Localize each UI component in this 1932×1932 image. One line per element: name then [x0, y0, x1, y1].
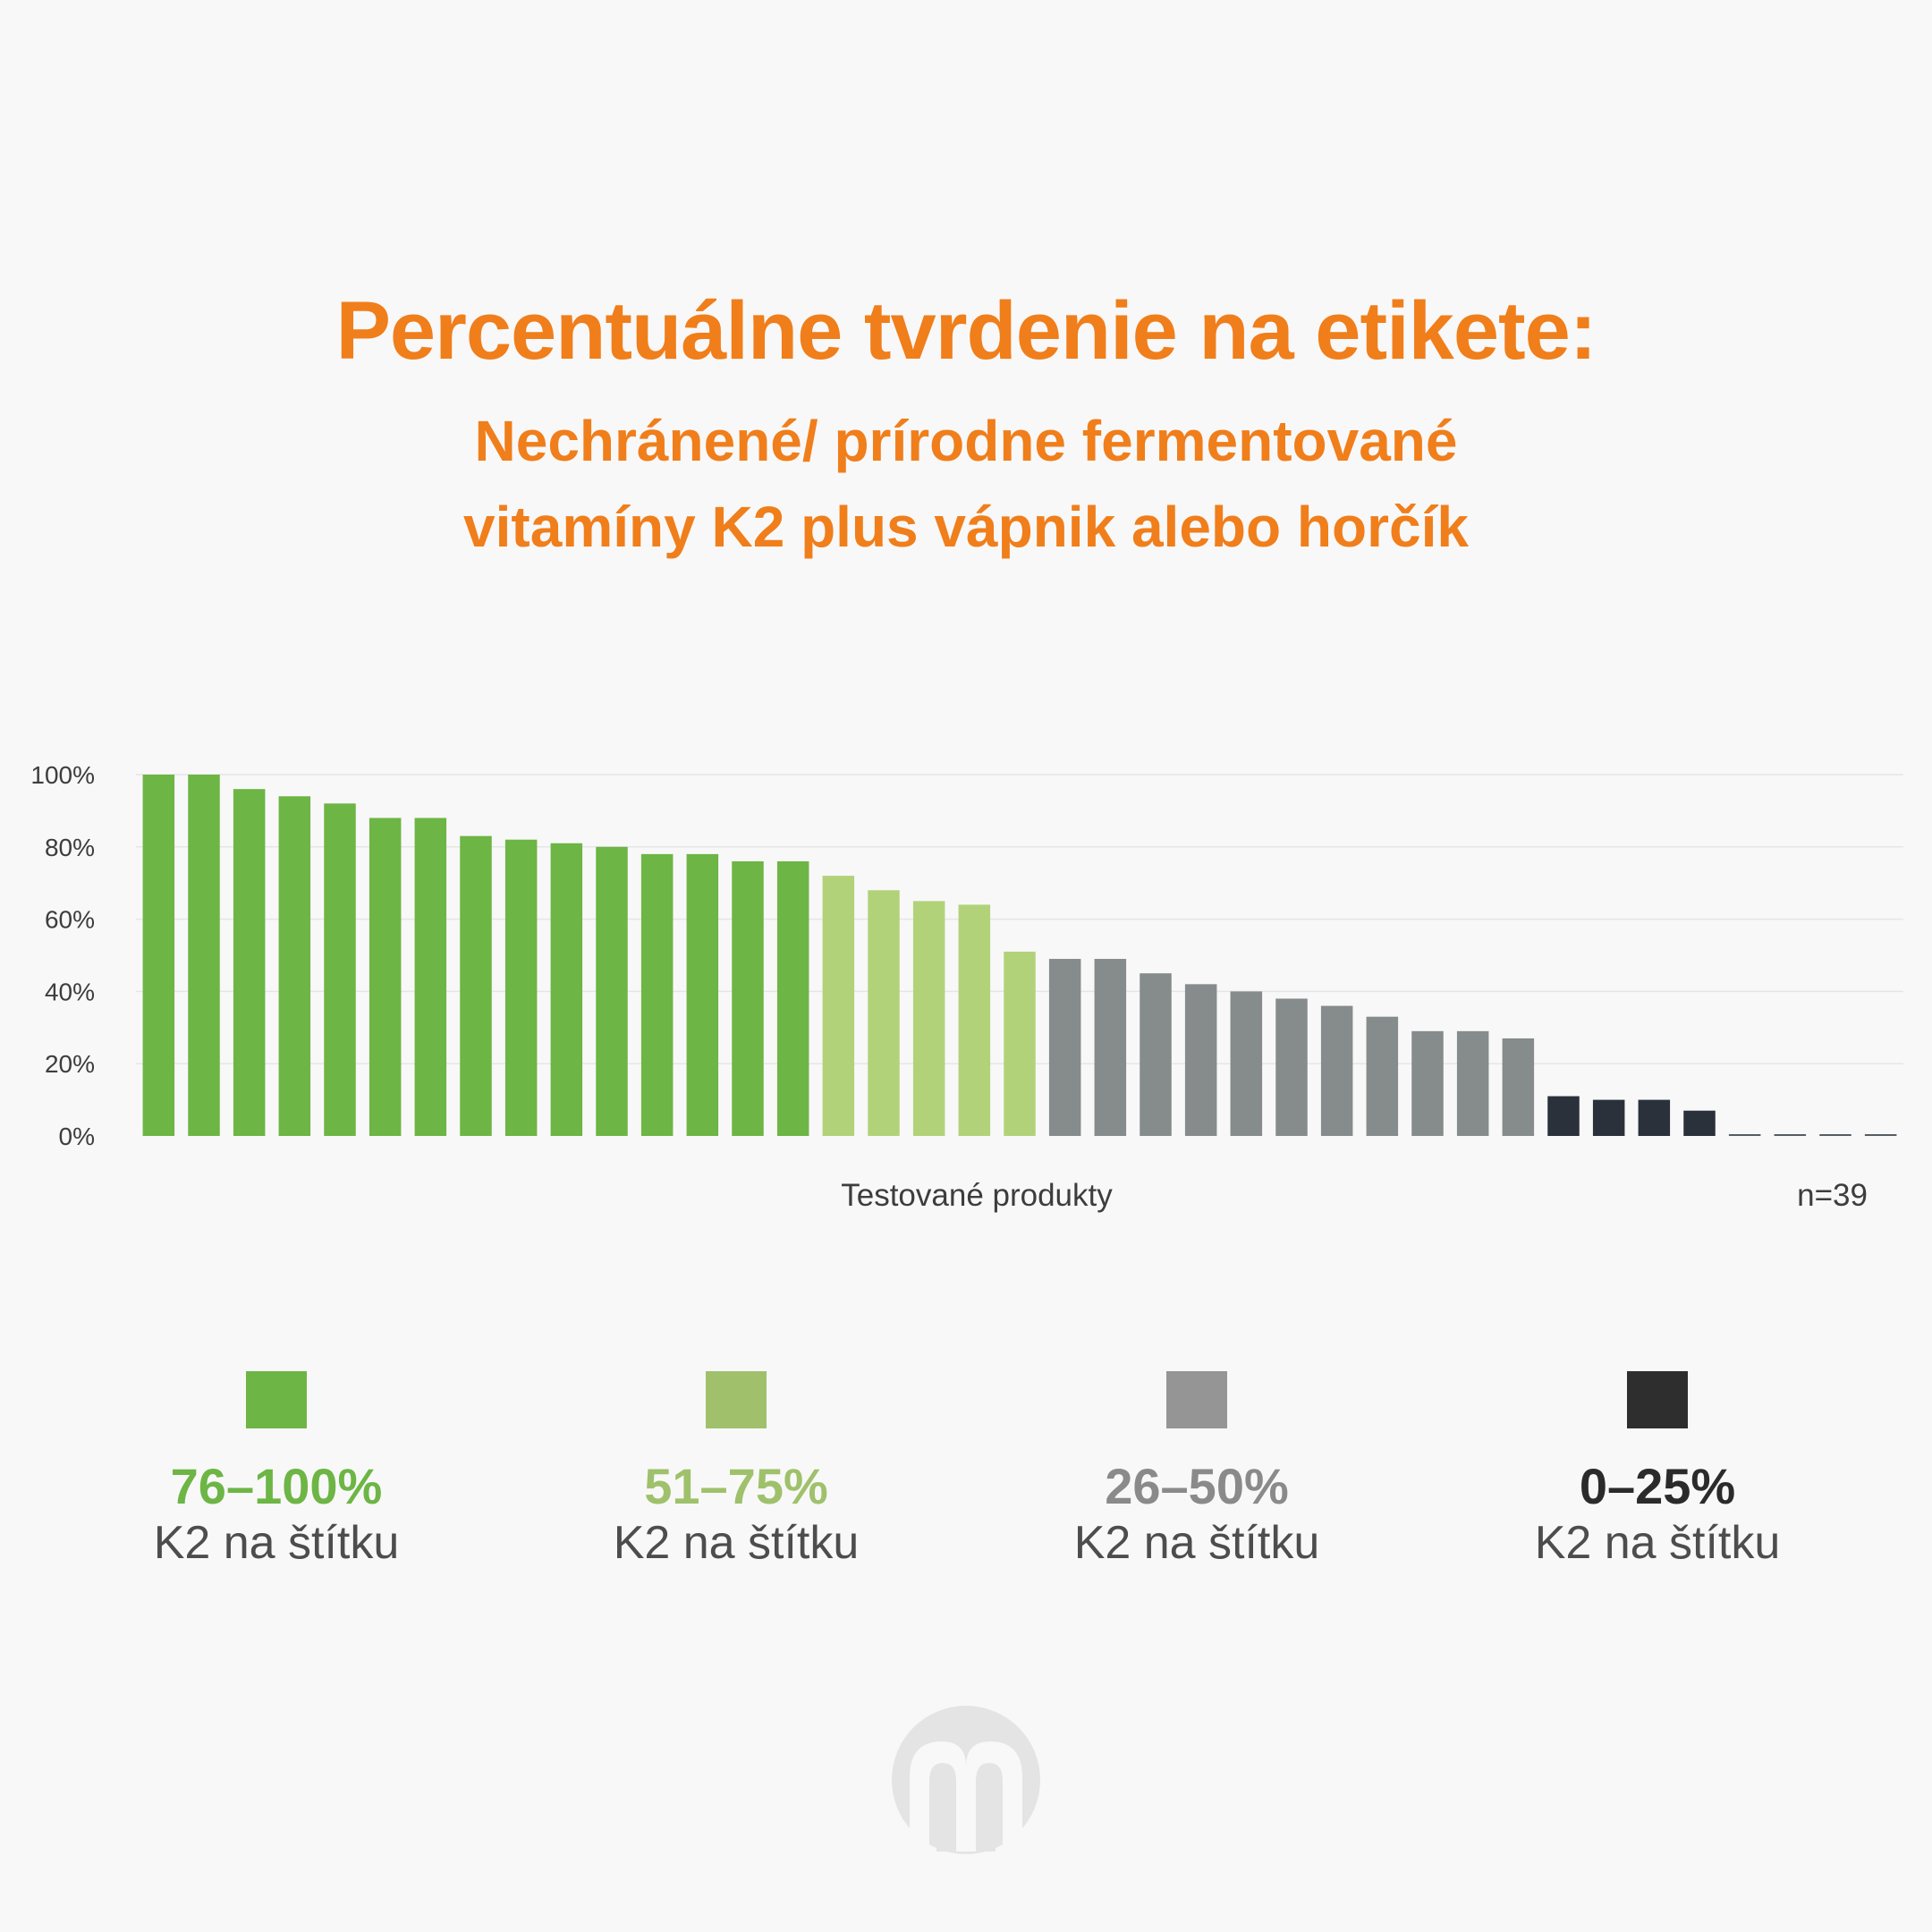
bar: [504, 839, 538, 1136]
bar: [686, 853, 719, 1136]
bar: [1320, 1005, 1353, 1136]
legend-caption-51-75: K2 na štítku: [613, 1517, 860, 1569]
bar: [233, 789, 266, 1136]
legend-swatch-76-100: [246, 1371, 307, 1428]
x-axis-label: Testované produkty: [841, 1178, 1113, 1213]
bar: [596, 846, 628, 1136]
legend-caption-76-100: K2 na štítku: [153, 1517, 400, 1569]
bar: [460, 835, 492, 1136]
bar: [369, 818, 402, 1136]
legend-range-76-100: 76–100%: [170, 1458, 383, 1514]
subtitle-line-2: vitamíny K2 plus vápnik alebo horčík: [463, 495, 1469, 559]
bar: [1140, 973, 1172, 1136]
bar: [1592, 1099, 1625, 1136]
bar: [640, 853, 674, 1136]
bar: [188, 775, 220, 1136]
y-tick-label: 40%: [45, 978, 95, 1005]
bar: [1366, 1016, 1399, 1136]
y-tick-label: 60%: [45, 906, 95, 934]
bar: [1230, 991, 1263, 1136]
legend-swatch-26-50: [1166, 1371, 1227, 1428]
legend-caption-0-25: K2 na štítku: [1534, 1517, 1781, 1569]
bar: [324, 803, 356, 1136]
y-tick-label: 100%: [30, 761, 95, 789]
bar: [550, 843, 583, 1136]
bar: [1638, 1099, 1671, 1136]
bar: [1728, 1134, 1761, 1136]
legend-range-26-50: 26–50%: [1105, 1458, 1289, 1514]
bar: [1275, 998, 1308, 1136]
bar: [1864, 1134, 1897, 1136]
logo-icon: [892, 1706, 1040, 1854]
legend-swatch-0-25: [1627, 1371, 1688, 1428]
y-tick-label: 20%: [45, 1050, 95, 1078]
y-tick-label: 0%: [59, 1123, 95, 1150]
legend-item-26-50: 26–50% K2 na štítku: [1018, 1371, 1376, 1572]
bar: [142, 775, 175, 1136]
sample-size-label: n=39: [1797, 1178, 1868, 1213]
bar: [1819, 1134, 1852, 1136]
bar: [958, 904, 991, 1136]
bar: [1004, 951, 1036, 1136]
bar: [1774, 1134, 1807, 1136]
legend-item-0-25: 0–25% K2 na štítku: [1479, 1371, 1836, 1572]
bar: [1547, 1096, 1580, 1136]
legend-range-0-25: 0–25%: [1579, 1458, 1736, 1514]
bar: [1683, 1110, 1716, 1136]
bar: [414, 818, 447, 1136]
bar: [776, 860, 809, 1136]
chart-title: Percentuálne tvrdenie na etikete:: [335, 285, 1597, 377]
subtitle-line-1: Nechránené/ prírodne fermentované: [474, 409, 1458, 473]
y-tick-label: 80%: [45, 834, 95, 861]
bar: [868, 890, 900, 1136]
bar: [1411, 1030, 1444, 1136]
legend-caption-26-50: K2 na štítku: [1073, 1517, 1320, 1569]
bar: [1094, 959, 1127, 1136]
bar: [732, 860, 764, 1136]
legend-range-51-75: 51–75%: [644, 1458, 828, 1514]
legend-swatch-51-75: [706, 1371, 767, 1428]
chart-subtitle: Nechránené/ prírodne fermentované vitamí…: [0, 398, 1932, 570]
bar: [1184, 984, 1217, 1136]
bar-chart: 0% 20% 40% 60% 80% 100% Testované produkty n=39: [30, 761, 1903, 1213]
bar: [912, 901, 945, 1136]
legend-item-76-100: 76–100% K2 na štítku: [97, 1371, 455, 1572]
legend-item-51-75: 51–75% K2 na štítku: [557, 1371, 915, 1572]
bar: [278, 796, 311, 1136]
bar: [1502, 1038, 1535, 1136]
bar: [822, 876, 855, 1136]
bar: [1048, 959, 1081, 1136]
bar: [1456, 1030, 1489, 1136]
